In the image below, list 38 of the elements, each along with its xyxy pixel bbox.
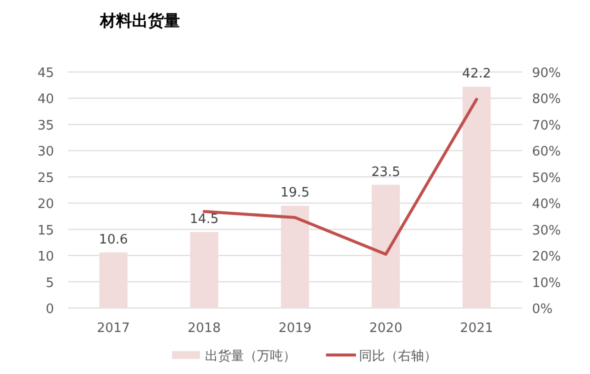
y-tick-label: 10 [37,250,54,265]
y2-tick-label: 90% [532,66,561,81]
bar [462,86,491,308]
bar [99,252,128,308]
y2-tick-label: 0% [532,302,553,317]
y-tick-label: 30 [37,144,54,160]
x-tick-label: 2021 [460,321,494,336]
bar [190,232,218,308]
y2-tick-label: 10% [532,276,561,291]
x-tick-label: 2017 [96,321,130,336]
y-tick-label: 35 [37,118,54,134]
data-label: 23.5 [371,164,400,180]
y-tick-label: 25 [37,170,54,186]
y2-tick-label: 30% [532,223,561,238]
y2-tick-label: 40% [532,197,561,212]
bar [372,184,400,308]
y-tick-label: 20 [37,197,54,212]
x-tick-label: 2020 [369,321,402,336]
legend-label: 同比（右轴） [359,349,437,364]
y2-tick-label: 70% [532,118,561,134]
legend-label: 出货量（万吨） [205,349,296,364]
y-tick-label: 0 [46,302,54,317]
data-label: 14.5 [190,212,219,227]
y2-tick-label: 60% [532,144,561,160]
y2-tick-label: 80% [532,92,561,108]
bar [280,206,310,308]
y2-tick-label: 50% [532,170,561,186]
y-tick-label: 15 [37,223,54,238]
y-tick-label: 5 [46,276,54,291]
y-tick-label: 40 [37,92,54,108]
data-label: 19.5 [280,186,310,201]
x-tick-label: 2019 [278,321,312,336]
y2-tick-label: 20% [532,250,561,265]
data-label: 10.6 [98,232,128,248]
y-tick-label: 45 [37,66,54,81]
x-tick-label: 2018 [188,321,221,336]
data-label: 42.2 [462,66,492,82]
chart-title: 材料出货量 [99,11,180,30]
